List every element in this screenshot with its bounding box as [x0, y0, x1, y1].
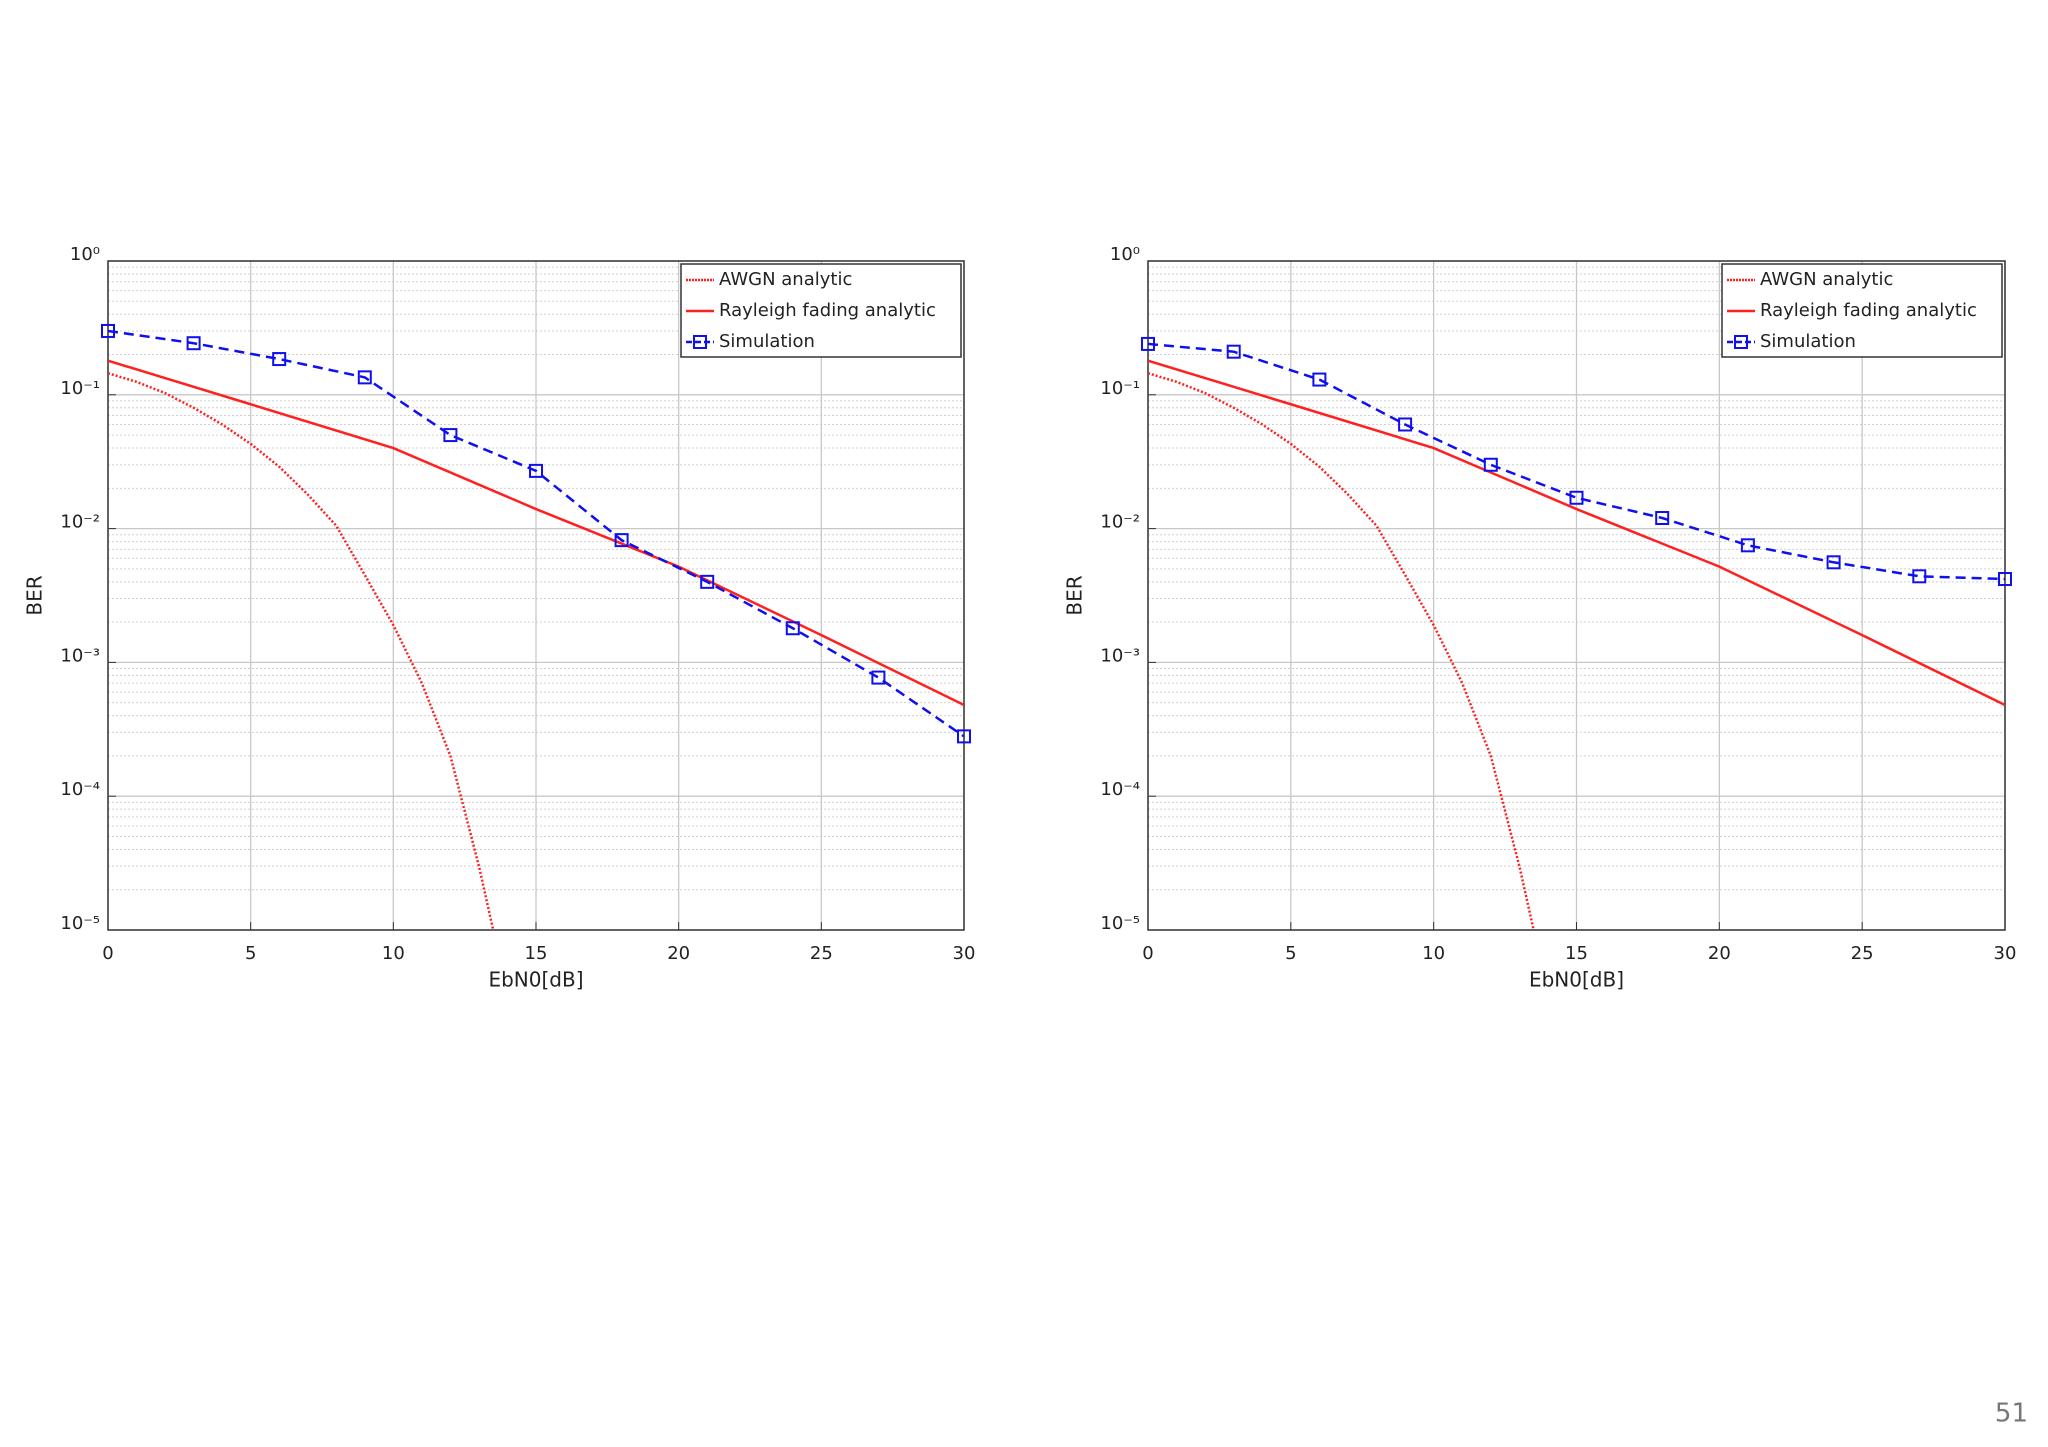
y-tick-label: 10⁻³: [1100, 645, 1140, 666]
marker: [1312, 372, 1327, 387]
series-line: [1148, 372, 1535, 930]
x-tick-label: 30: [953, 943, 976, 964]
series-line: [108, 329, 964, 738]
y-axis-label: BER: [1063, 575, 1087, 615]
legend-box: [1721, 263, 2003, 358]
x-tick-label: 5: [1285, 943, 1296, 964]
x-tick-label: 0: [1142, 943, 1153, 964]
x-tick-label: 20: [667, 943, 690, 964]
series-group: [108, 329, 964, 930]
marker: [1655, 511, 1670, 526]
marker: [186, 336, 201, 351]
y-tick-label: 10⁻⁴: [1100, 779, 1140, 800]
chart: 10⁻⁵ 10⁻⁴ 10⁻³ 10⁻² 10⁻¹ 10⁰ 0 5 10 15 20 25 30 EbN0[…: [1063, 244, 2017, 992]
legend-label: AWGN analytic: [1760, 269, 1893, 290]
marker: [1226, 344, 1241, 359]
y-tick-label: 10⁻¹: [60, 378, 100, 399]
y-tick-label: 10⁻⁵: [60, 913, 100, 934]
y-tick-label: 10⁻⁴: [60, 779, 100, 800]
series-line: [1148, 342, 2005, 581]
x-tick-label: 10: [1422, 943, 1445, 964]
x-tick-label: 15: [1565, 943, 1588, 964]
series-line: [108, 372, 495, 930]
marker: [785, 621, 800, 636]
legend-label: Rayleigh fading analytic: [1760, 300, 1977, 321]
marker: [443, 428, 458, 443]
x-tick-label: 25: [810, 943, 833, 964]
x-axis-label: EbN0[dB]: [488, 968, 583, 992]
y-tick-label: 10⁻²: [60, 512, 100, 533]
legend-label: Simulation: [1760, 331, 1856, 352]
legend-label: Rayleigh fading analytic: [719, 300, 936, 321]
marker: [272, 352, 287, 367]
y-tick-label: 10⁻³: [60, 645, 100, 666]
x-tick-label: 5: [245, 943, 256, 964]
y-tick-label: 10⁰: [70, 244, 100, 265]
marker: [700, 574, 715, 589]
marker: [1398, 417, 1413, 432]
series-group: [1148, 342, 2005, 930]
legend-marker: [1734, 335, 1748, 349]
marker: [614, 533, 629, 548]
marker: [529, 463, 543, 478]
y-tick-label: 10⁻⁵: [1100, 913, 1140, 934]
marker: [357, 370, 372, 385]
x-tick-label: 15: [525, 943, 548, 964]
legend-label: AWGN analytic: [719, 269, 852, 290]
plot-frame: [1147, 260, 2006, 931]
x-tick-label: 20: [1708, 943, 1731, 964]
marker: [957, 729, 971, 744]
marker: [1826, 555, 1841, 570]
x-tick-label: 10: [382, 943, 405, 964]
page-number: 51: [1995, 1399, 2028, 1429]
y-tick-label: 10⁻²: [1100, 512, 1140, 533]
marker: [1998, 572, 2012, 587]
marker: [1483, 457, 1498, 472]
x-tick-label: 0: [102, 943, 113, 964]
marker: [1740, 538, 1755, 553]
marker: [101, 323, 115, 338]
marker: [871, 670, 886, 685]
marker: [1141, 336, 1155, 351]
x-tick-label: 30: [1994, 943, 2017, 964]
series-line: [1148, 359, 2005, 707]
chart: 10⁻⁵ 10⁻⁴ 10⁻³ 10⁻² 10⁻¹ 10⁰ 0 5 10 15 20 25 30 EbN0[…: [23, 244, 976, 992]
marker: [1912, 569, 1927, 584]
x-tick-label: 25: [1851, 943, 1874, 964]
y-axis-label: BER: [23, 575, 47, 615]
series-line: [108, 359, 964, 707]
legend-marker: [693, 335, 707, 349]
y-tick-label: 10⁻¹: [1100, 378, 1140, 399]
marker: [1569, 490, 1584, 505]
y-tick-label: 10⁰: [1110, 244, 1140, 265]
legend-label: Simulation: [719, 331, 815, 352]
legend-box: [680, 263, 962, 358]
plot-frame: [107, 260, 965, 931]
x-axis-label: EbN0[dB]: [1529, 968, 1624, 992]
